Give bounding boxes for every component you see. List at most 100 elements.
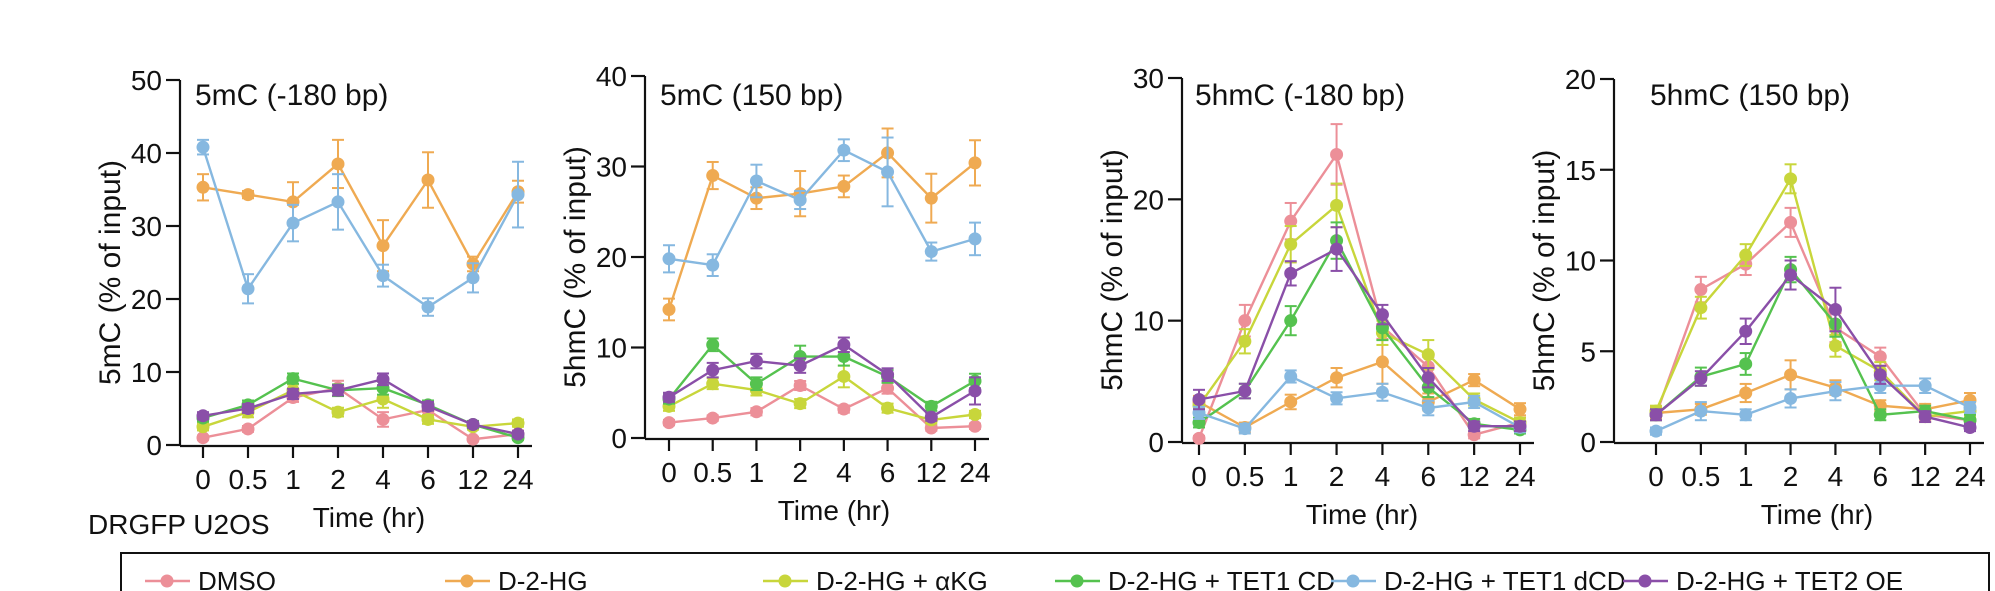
series-line	[1655, 384, 1971, 433]
series-line	[1198, 247, 1520, 428]
y-tick-label: 10	[1565, 246, 1596, 277]
y-axis-title: 5hmC (% of input)	[559, 146, 592, 388]
data-point	[376, 269, 390, 283]
series-line	[1654, 220, 1971, 422]
series-line	[201, 146, 520, 309]
y-tick-label: 5	[1580, 336, 1596, 367]
x-tick-label: 24	[502, 464, 533, 495]
data-point	[1192, 393, 1206, 407]
legend-swatch-marker	[1070, 574, 1084, 588]
data-point	[331, 405, 345, 419]
data-point	[881, 165, 895, 179]
data-point	[421, 173, 435, 187]
data-point	[706, 363, 720, 377]
legend-item: D-2-HG + TET2 OE	[1623, 566, 1903, 591]
x-tick-label: 2	[1329, 461, 1345, 492]
data-point	[1330, 198, 1344, 212]
data-point	[1649, 408, 1663, 422]
y-tick-label: 10	[596, 333, 627, 364]
series-line	[668, 384, 976, 430]
legend-label: D-2-HG	[498, 566, 588, 591]
series-line	[668, 343, 976, 419]
data-point	[241, 188, 255, 202]
data-point	[196, 180, 210, 194]
data-point	[706, 338, 720, 352]
series-d-2-hg-tet2-oe	[662, 336, 982, 424]
series-line	[1198, 203, 1521, 424]
chart-title: 5mC (-180 bp)	[195, 79, 388, 112]
data-point	[793, 193, 807, 207]
legend-swatch-marker	[1346, 574, 1360, 588]
x-tick-label: 1	[1283, 461, 1299, 492]
y-axis-title: 5hmC (% of input)	[1096, 149, 1129, 391]
legend-label: D-2-HG + TET2 OE	[1676, 566, 1903, 591]
data-point	[331, 383, 345, 397]
y-tick-label: 20	[596, 242, 627, 273]
data-point	[706, 258, 720, 272]
legend-label: DMSO	[198, 566, 276, 591]
x-tick-label: 0	[195, 464, 211, 495]
y-tick-label: 10	[131, 357, 162, 388]
chart-title: 5hmC (150 bp)	[1650, 79, 1850, 112]
data-point	[1375, 355, 1389, 369]
data-point	[924, 399, 938, 413]
data-point	[1421, 348, 1435, 362]
data-point	[466, 432, 480, 446]
x-tick-label: 1	[285, 464, 301, 495]
data-point	[837, 402, 851, 416]
x-tick-label: 0.5	[229, 464, 268, 495]
data-point	[968, 232, 982, 246]
data-point	[1739, 324, 1753, 338]
data-point	[421, 300, 435, 314]
data-point	[837, 369, 851, 383]
y-tick-label: 10	[1133, 306, 1164, 337]
data-point	[466, 418, 480, 432]
data-point	[1513, 419, 1527, 433]
series-line	[668, 343, 976, 408]
data-point	[286, 387, 300, 401]
legend-item: D-2-HG + αKG	[763, 566, 988, 591]
series-line	[202, 378, 519, 436]
data-point	[793, 359, 807, 373]
data-point	[376, 392, 390, 406]
series-line	[667, 151, 976, 310]
y-axis-title: 5mC (% of input)	[94, 160, 127, 385]
data-point	[662, 252, 676, 266]
legend-label: D-2-HG + αKG	[816, 566, 988, 591]
series-d-2-hg-tet2-oe	[1192, 226, 1527, 433]
data-point	[1375, 308, 1389, 322]
data-point	[286, 372, 300, 386]
data-point	[1784, 368, 1798, 382]
y-tick-label: 40	[131, 138, 162, 169]
x-tick-label: 0	[1648, 461, 1664, 492]
data-point	[1694, 283, 1708, 297]
data-point	[1421, 401, 1435, 415]
data-point	[466, 271, 480, 285]
data-point	[1375, 385, 1389, 399]
x-axis-title: Time (hr)	[1761, 499, 1874, 530]
y-tick-label: 50	[131, 65, 162, 96]
series-line	[1198, 360, 1521, 429]
data-point	[662, 390, 676, 404]
data-point	[881, 401, 895, 415]
data-point	[511, 427, 525, 441]
data-point	[1784, 268, 1798, 282]
x-tick-label: 0.5	[1681, 461, 1720, 492]
x-tick-label: 24	[959, 457, 990, 488]
data-point	[1873, 379, 1887, 393]
data-point	[706, 411, 720, 425]
x-tick-label: 0.5	[1225, 461, 1264, 492]
data-point	[241, 282, 255, 296]
x-tick-label: 2	[792, 457, 808, 488]
data-point	[1784, 215, 1798, 229]
legend-item: D-2-HG + TET1 CD	[1055, 566, 1335, 591]
data-point	[1739, 408, 1753, 422]
data-point	[749, 174, 763, 188]
series-d-2-hg-tet1-dcd	[196, 138, 525, 317]
data-point	[286, 216, 300, 230]
data-point	[706, 377, 720, 391]
